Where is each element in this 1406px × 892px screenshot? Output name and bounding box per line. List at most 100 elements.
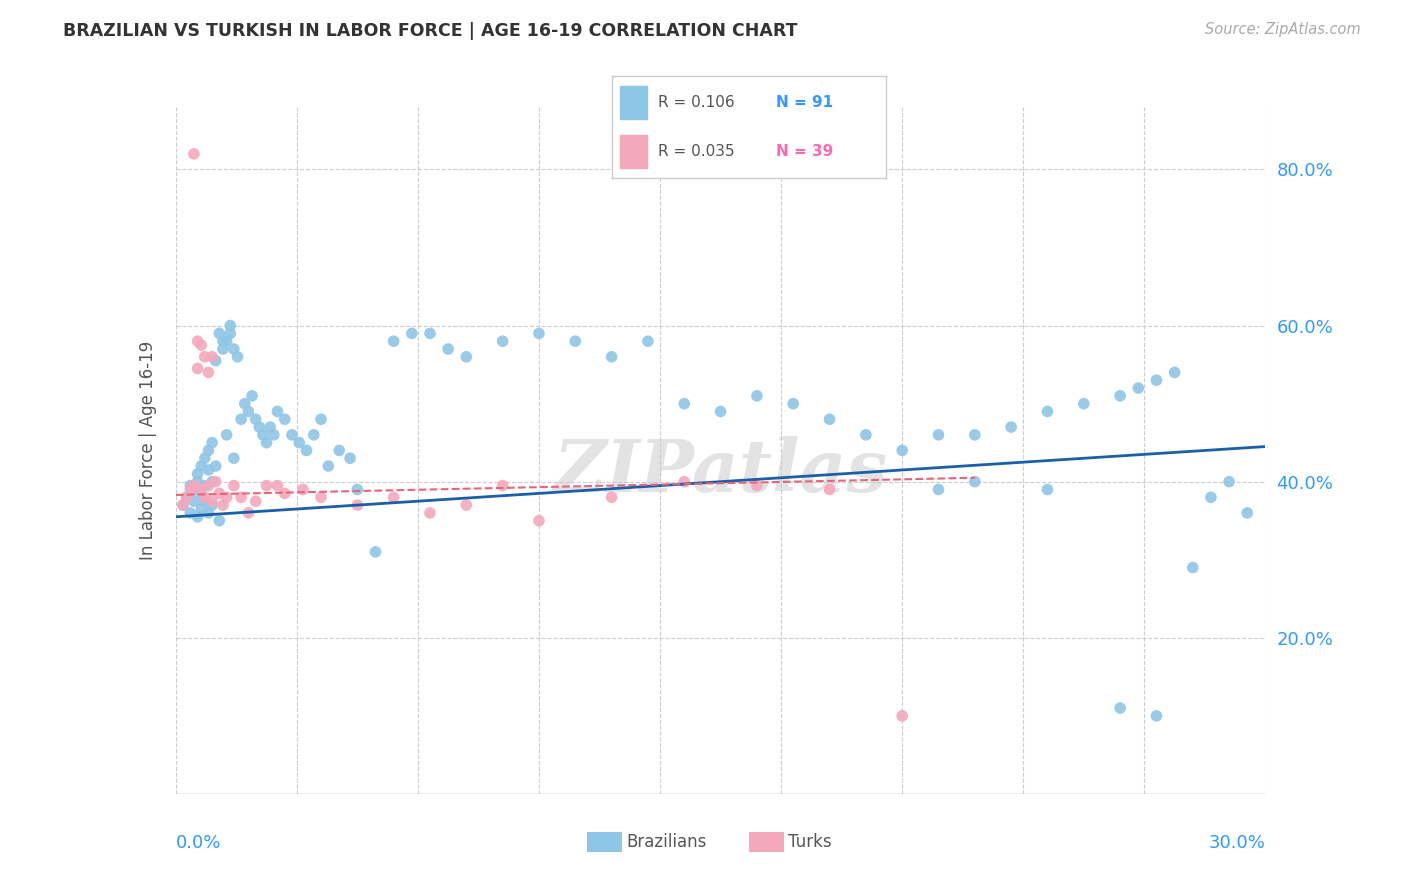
Point bbox=[1109, 389, 1132, 403]
Point bbox=[183, 478, 205, 492]
Text: Brazilians: Brazilians bbox=[626, 833, 707, 851]
Point bbox=[194, 451, 217, 466]
Point bbox=[600, 350, 623, 364]
Point bbox=[186, 334, 209, 348]
Point bbox=[637, 334, 659, 348]
Point bbox=[172, 498, 194, 512]
Point bbox=[339, 451, 361, 466]
Point bbox=[1236, 506, 1258, 520]
Point bbox=[222, 451, 245, 466]
Text: 0.0%: 0.0% bbox=[176, 834, 221, 852]
Text: N = 39: N = 39 bbox=[776, 145, 834, 160]
Point bbox=[274, 412, 297, 426]
Point bbox=[197, 506, 219, 520]
Text: R = 0.106: R = 0.106 bbox=[658, 95, 735, 110]
Point bbox=[492, 478, 515, 492]
Point bbox=[309, 490, 332, 504]
Point bbox=[1163, 366, 1185, 380]
Point bbox=[527, 326, 550, 341]
Text: Source: ZipAtlas.com: Source: ZipAtlas.com bbox=[1205, 22, 1361, 37]
Point bbox=[928, 483, 950, 497]
Point bbox=[1146, 373, 1168, 387]
Text: Turks: Turks bbox=[787, 833, 832, 851]
Point bbox=[1181, 560, 1204, 574]
Point bbox=[1073, 396, 1095, 410]
Point bbox=[318, 458, 340, 473]
Point bbox=[219, 326, 242, 341]
Point bbox=[274, 486, 297, 500]
Point bbox=[190, 486, 212, 500]
Point bbox=[240, 389, 263, 403]
Text: BRAZILIAN VS TURKISH IN LABOR FORCE | AGE 16-19 CORRELATION CHART: BRAZILIAN VS TURKISH IN LABOR FORCE | AG… bbox=[63, 22, 797, 40]
Point bbox=[247, 420, 270, 434]
Point bbox=[231, 412, 253, 426]
Point bbox=[259, 420, 281, 434]
Point bbox=[183, 483, 205, 497]
Point bbox=[1128, 381, 1150, 395]
Point bbox=[194, 494, 217, 508]
Point bbox=[194, 490, 217, 504]
Point bbox=[527, 514, 550, 528]
Point bbox=[186, 467, 209, 481]
Point bbox=[309, 412, 332, 426]
Point bbox=[186, 475, 209, 489]
Point bbox=[419, 506, 441, 520]
Point bbox=[419, 326, 441, 341]
Text: R = 0.035: R = 0.035 bbox=[658, 145, 735, 160]
Point bbox=[186, 509, 209, 524]
Point bbox=[215, 427, 238, 442]
Bar bbox=[620, 136, 647, 168]
Point bbox=[219, 318, 242, 333]
Point bbox=[288, 435, 311, 450]
Point bbox=[782, 396, 804, 410]
Point bbox=[179, 506, 201, 520]
Point bbox=[226, 350, 249, 364]
Point bbox=[346, 483, 368, 497]
Point bbox=[963, 475, 986, 489]
Y-axis label: In Labor Force | Age 16-19: In Labor Force | Age 16-19 bbox=[139, 341, 157, 560]
Point bbox=[745, 389, 768, 403]
Point bbox=[855, 427, 877, 442]
Point bbox=[222, 342, 245, 356]
Point bbox=[190, 338, 212, 352]
Point bbox=[201, 350, 224, 364]
Point bbox=[201, 475, 224, 489]
Point bbox=[256, 435, 278, 450]
Point bbox=[233, 396, 256, 410]
Point bbox=[492, 334, 515, 348]
Point bbox=[818, 412, 841, 426]
Point bbox=[382, 334, 405, 348]
Point bbox=[437, 342, 460, 356]
Point bbox=[245, 494, 267, 508]
Point bbox=[176, 490, 198, 504]
Point bbox=[208, 486, 231, 500]
Point bbox=[231, 490, 253, 504]
Text: 30.0%: 30.0% bbox=[1209, 834, 1265, 852]
Point bbox=[204, 458, 226, 473]
Point bbox=[215, 490, 238, 504]
Point bbox=[281, 427, 304, 442]
Point bbox=[673, 396, 696, 410]
Point bbox=[291, 483, 314, 497]
Point bbox=[245, 412, 267, 426]
Point bbox=[364, 545, 387, 559]
Point bbox=[1218, 475, 1240, 489]
Point bbox=[190, 458, 212, 473]
Point bbox=[201, 498, 224, 512]
Point bbox=[197, 443, 219, 458]
Point bbox=[266, 404, 288, 418]
Point bbox=[928, 427, 950, 442]
Point bbox=[212, 498, 235, 512]
Point bbox=[382, 490, 405, 504]
Point bbox=[208, 514, 231, 528]
Point bbox=[183, 494, 205, 508]
Point bbox=[456, 498, 478, 512]
Point bbox=[302, 427, 325, 442]
Point bbox=[256, 478, 278, 492]
Point bbox=[891, 443, 914, 458]
Point bbox=[456, 350, 478, 364]
Point bbox=[710, 404, 733, 418]
Point bbox=[295, 443, 318, 458]
Point bbox=[201, 435, 224, 450]
Point bbox=[222, 478, 245, 492]
